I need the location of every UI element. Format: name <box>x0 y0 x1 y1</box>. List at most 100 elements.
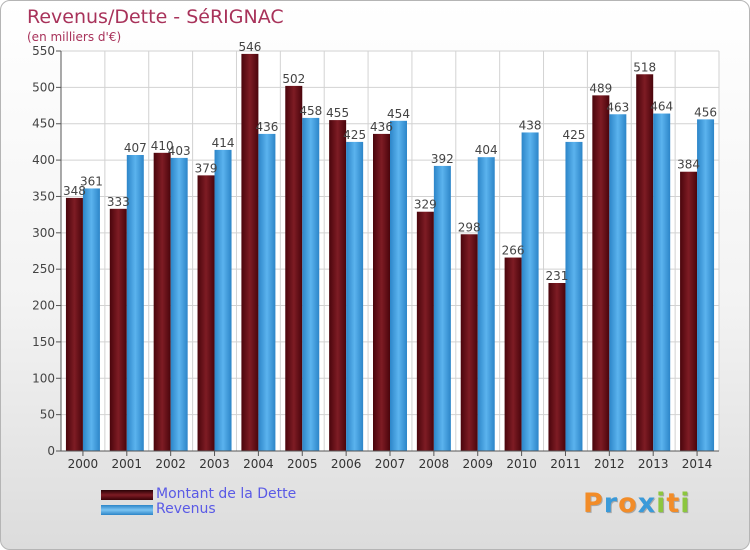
y-tick-label: 150 <box>32 335 55 349</box>
bar-dette-label: 518 <box>633 60 656 74</box>
bar-revenus <box>346 141 364 451</box>
x-tick-label: 2001 <box>112 457 143 471</box>
bar-revenus-label: 414 <box>212 136 235 150</box>
bar-dette-label: 348 <box>63 184 86 198</box>
bar-dette-label: 379 <box>195 161 218 175</box>
legend-swatch-revenus <box>101 505 153 515</box>
bar-revenus-label: 361 <box>80 174 103 188</box>
bar-revenus-label: 458 <box>299 104 322 118</box>
x-tick-label: 2013 <box>638 457 669 471</box>
bar-dette <box>592 95 610 451</box>
bar-dette <box>153 152 171 451</box>
x-tick-label: 2004 <box>243 457 274 471</box>
bar-revenus <box>170 157 188 451</box>
chart-title: Revenus/Dette - SéRIGNAC <box>27 6 284 28</box>
bar-dette-label: 502 <box>282 72 305 86</box>
bar-revenus <box>653 113 671 451</box>
bar-dette <box>197 175 215 451</box>
bar-dette-label: 455 <box>326 106 349 120</box>
bar-revenus <box>433 165 451 451</box>
x-tick-label: 2012 <box>594 457 625 471</box>
bar-dette-label: 546 <box>238 40 261 54</box>
bar-dette <box>285 85 303 451</box>
bar-dette <box>636 74 654 451</box>
bar-revenus <box>390 120 407 452</box>
bar-dette-label: 384 <box>677 158 700 172</box>
bar-dette <box>504 257 522 451</box>
x-tick-label: 2005 <box>287 457 318 471</box>
y-tick-label: 450 <box>32 117 55 131</box>
bar-dette-label: 436 <box>370 120 393 134</box>
bar-revenus <box>477 157 495 451</box>
y-tick-label: 350 <box>32 189 55 203</box>
logo-letter: t <box>666 488 681 519</box>
bar-dette-label: 298 <box>458 220 481 234</box>
bar-revenus-label: 436 <box>255 120 278 134</box>
bar-revenus-label: 425 <box>563 128 586 142</box>
proxiti-logo: Proxiti <box>583 488 691 519</box>
bar-dette <box>109 208 127 451</box>
y-tick-label: 300 <box>32 226 55 240</box>
bar-revenus-label: 392 <box>431 152 454 166</box>
y-tick-label: 100 <box>32 371 55 385</box>
bar-dette <box>65 197 83 451</box>
y-tick-label: 0 <box>47 444 55 458</box>
bar-dette-label: 266 <box>502 244 525 258</box>
bar-revenus-label: 404 <box>475 143 498 157</box>
logo-letter: P <box>583 488 604 519</box>
bar-dette-label: 333 <box>107 195 130 209</box>
bar-dette-label: 410 <box>151 139 174 153</box>
bar-revenus <box>609 114 627 451</box>
bar-dette <box>329 120 347 451</box>
bar-revenus-label: 403 <box>168 144 191 158</box>
x-tick-label: 2014 <box>682 457 713 471</box>
bar-dette-label: 489 <box>589 81 612 95</box>
x-tick-label: 2003 <box>199 457 230 471</box>
y-tick-label: 400 <box>32 153 55 167</box>
chart-subtitle: (en milliers d'€) <box>27 30 122 44</box>
logo-letter: o <box>618 488 638 519</box>
logo-letter: x <box>637 488 657 519</box>
bar-revenus <box>697 119 715 451</box>
x-tick-label: 2010 <box>506 457 537 471</box>
axes: 0 50 100 150 200 250 300 350 400 450 500 550 2000 200… <box>32 44 719 471</box>
x-tick-label: 2009 <box>462 457 493 471</box>
bars <box>65 53 715 452</box>
logo-letter: i <box>680 488 691 519</box>
bar-revenus-label: 454 <box>387 107 410 121</box>
bar-revenus <box>82 188 100 452</box>
y-tick-label: 200 <box>32 299 55 313</box>
y-tick-label: 250 <box>32 262 55 276</box>
bar-revenus <box>302 117 320 451</box>
bar-revenus <box>258 133 276 451</box>
x-tick-label: 2007 <box>375 457 406 471</box>
bar-revenus-label: 463 <box>606 100 629 114</box>
bar-dette-label: 231 <box>546 269 569 283</box>
legend-label-dette: Montant de la Dette <box>156 486 297 502</box>
y-tick-label: 50 <box>40 408 55 422</box>
x-tick-label: 2002 <box>155 457 186 471</box>
legend-label-revenus: Revenus <box>156 501 216 517</box>
bar-dette <box>373 133 390 451</box>
bar-revenus <box>214 149 232 451</box>
y-tick-label: 500 <box>32 80 55 94</box>
bar-dette <box>680 171 698 451</box>
bar-revenus-label: 425 <box>343 128 366 142</box>
bar-dette <box>416 211 434 451</box>
bar-revenus-label: 407 <box>124 141 147 155</box>
bar-dette <box>241 53 259 452</box>
bar-dette <box>460 234 478 451</box>
logo-letter: r <box>603 488 619 519</box>
x-tick-label: 2011 <box>550 457 581 471</box>
bar-revenus <box>565 141 583 451</box>
bar-dette-label: 329 <box>414 198 437 212</box>
logo-letter: i <box>656 488 667 519</box>
y-tick-label: 550 <box>32 44 55 58</box>
bar-revenus-label: 456 <box>694 105 717 119</box>
legend-swatch-dette <box>101 490 153 500</box>
bar-revenus <box>126 155 144 451</box>
bar-revenus-label: 464 <box>650 100 673 114</box>
